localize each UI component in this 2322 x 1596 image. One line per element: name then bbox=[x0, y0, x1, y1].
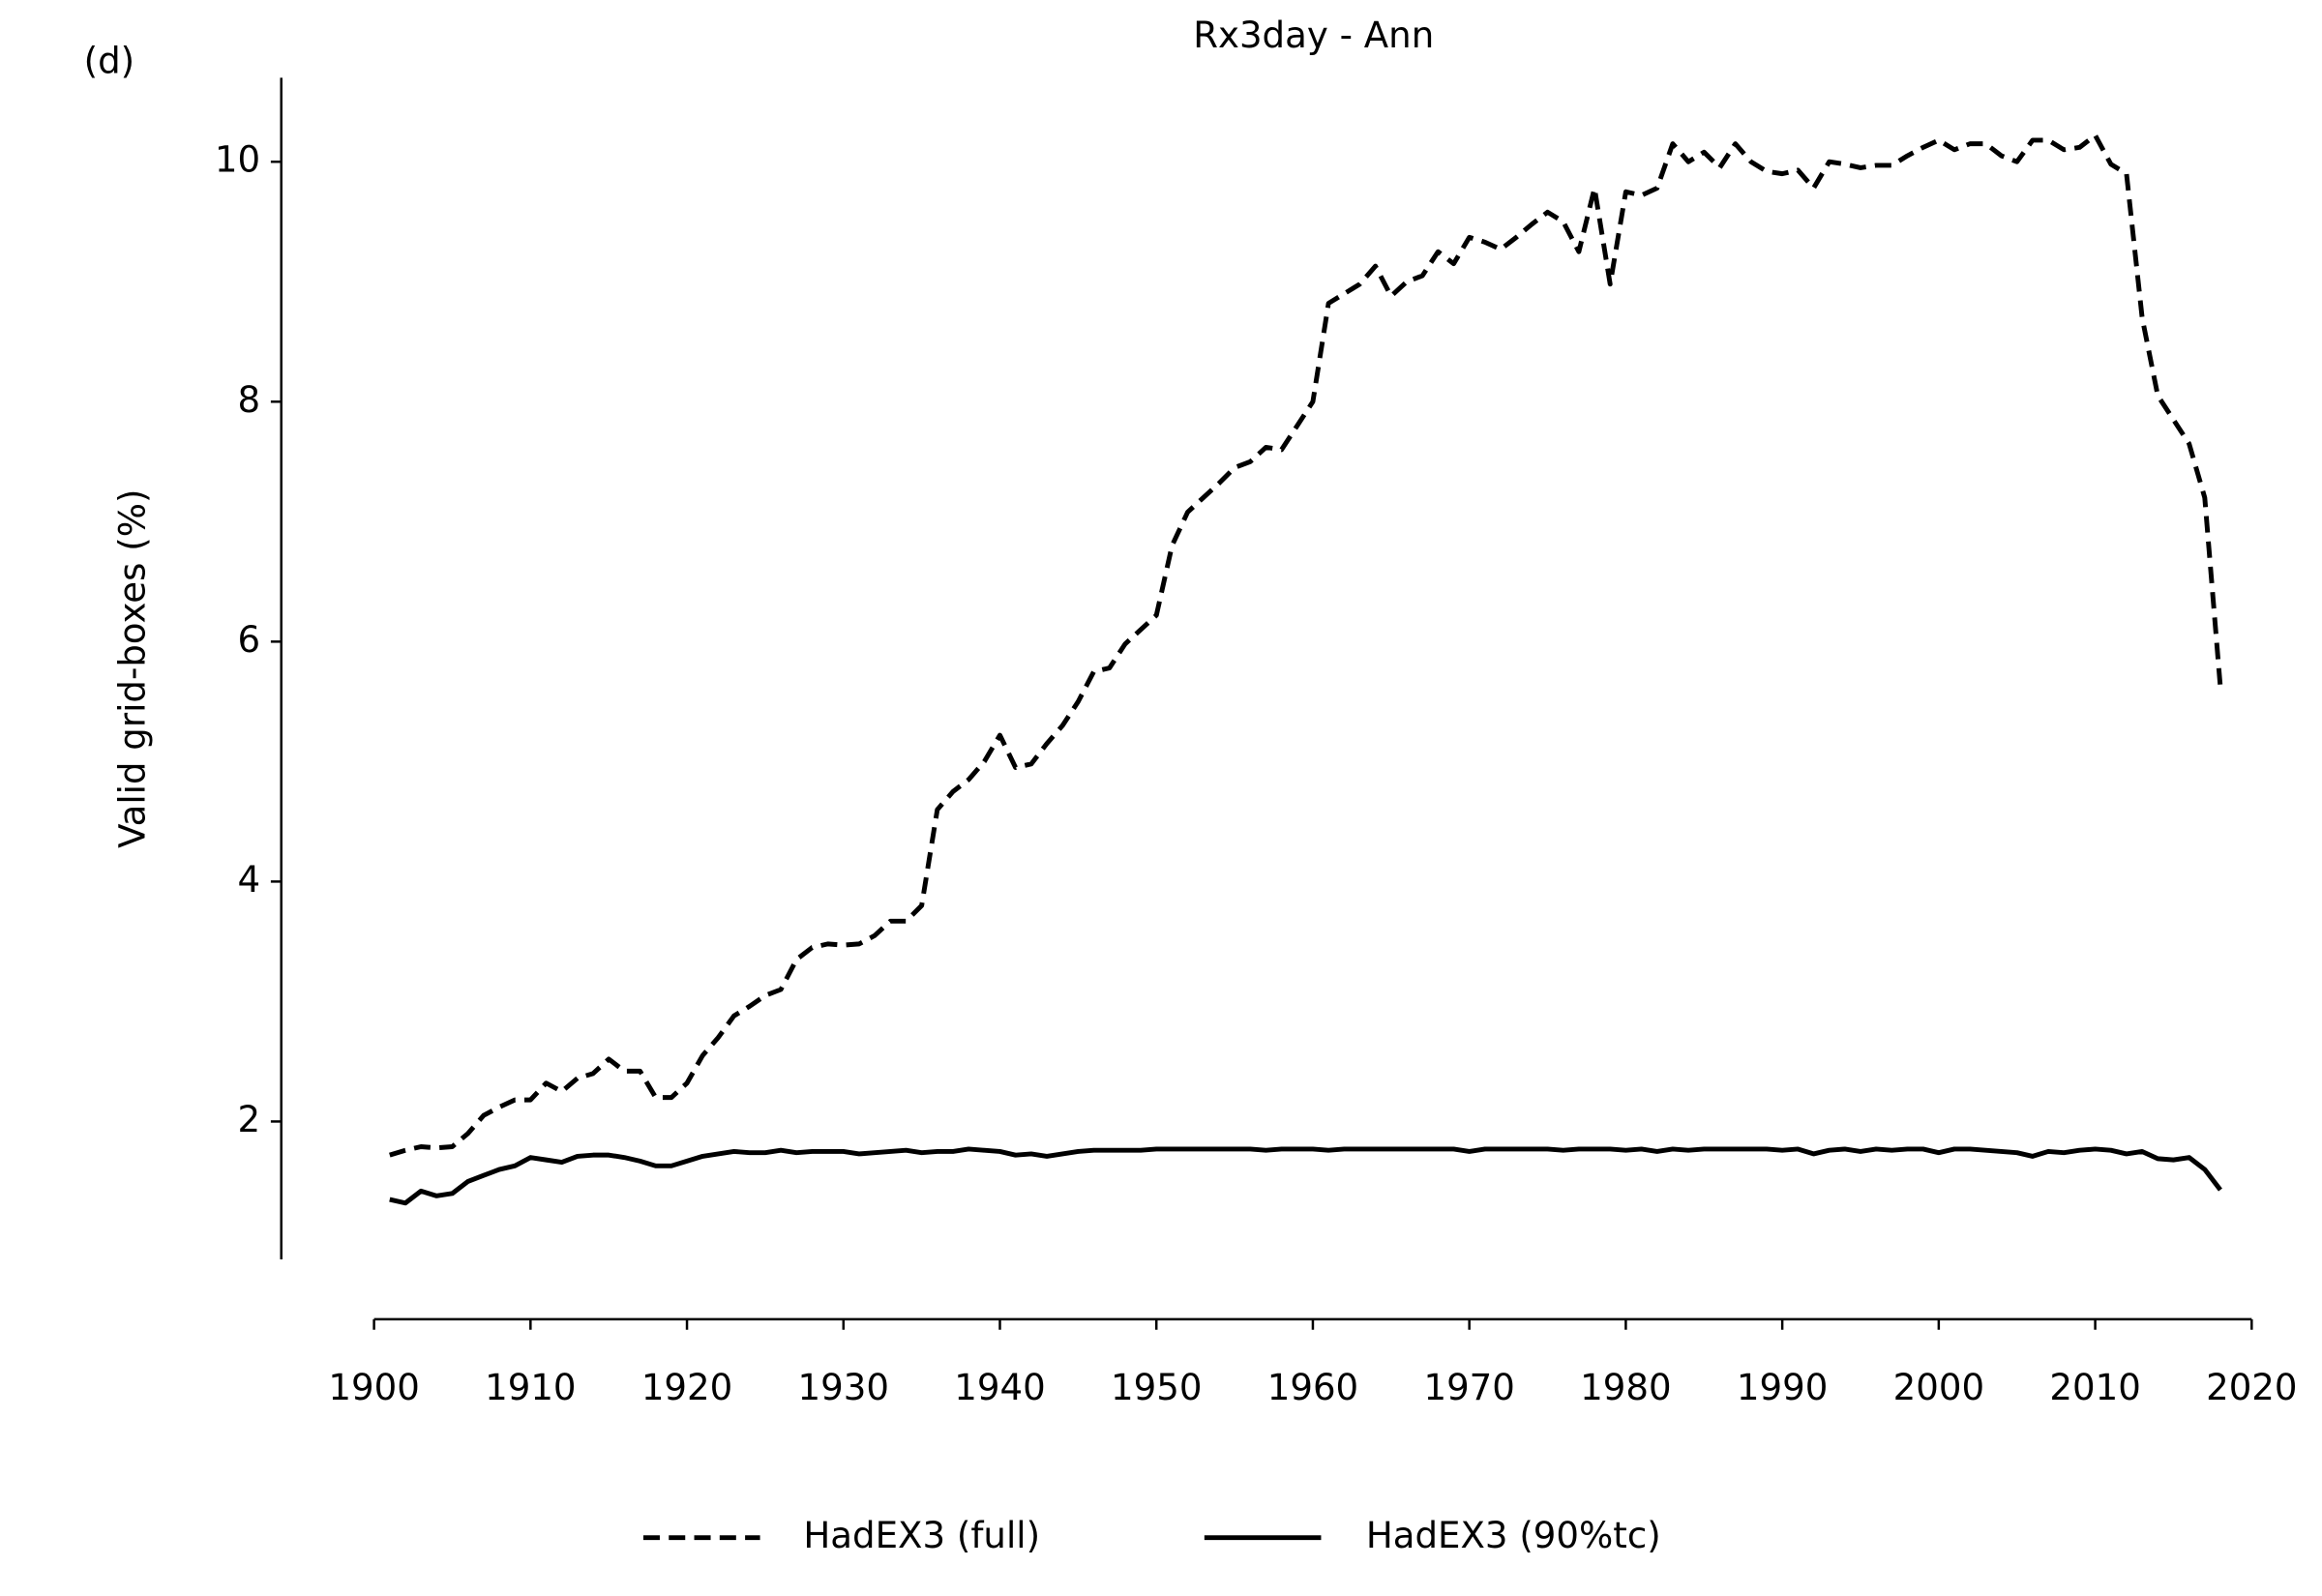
series-line bbox=[389, 133, 2223, 1158]
x-tick-label: 1970 bbox=[1423, 1367, 1514, 1408]
y-tick-label: 10 bbox=[215, 139, 260, 181]
x-tick-label: 2020 bbox=[2206, 1367, 2297, 1408]
x-tick-label: 1920 bbox=[641, 1367, 732, 1408]
x-tick-label: 1900 bbox=[328, 1367, 419, 1408]
x-tick-label: 1940 bbox=[954, 1367, 1045, 1408]
panel-label: (d) bbox=[84, 40, 135, 81]
y-tick-label: 4 bbox=[237, 859, 260, 901]
x-tick-label: 1950 bbox=[1111, 1367, 1202, 1408]
x-tick-label: 2010 bbox=[2049, 1367, 2140, 1408]
x-tick-label: 1960 bbox=[1267, 1367, 1358, 1408]
y-axis-label: Valid grid-boxes (%) bbox=[112, 489, 154, 848]
series-line bbox=[389, 1146, 2222, 1206]
legend-label: HadEX3 (90%tc) bbox=[1366, 1515, 1661, 1556]
x-tick-label: 1930 bbox=[798, 1367, 889, 1408]
chart-title: Rx3day - Ann bbox=[1193, 15, 1434, 56]
y-tick-label: 8 bbox=[237, 379, 260, 421]
y-tick-label: 2 bbox=[237, 1099, 260, 1140]
y-tick-label: 6 bbox=[237, 619, 260, 661]
x-tick-label: 2000 bbox=[1893, 1367, 1984, 1408]
x-tick-label: 1980 bbox=[1580, 1367, 1671, 1408]
x-tick-label: 1990 bbox=[1737, 1367, 1828, 1408]
x-tick-label: 1910 bbox=[485, 1367, 576, 1408]
legend-label: HadEX3 (full) bbox=[803, 1515, 1040, 1556]
